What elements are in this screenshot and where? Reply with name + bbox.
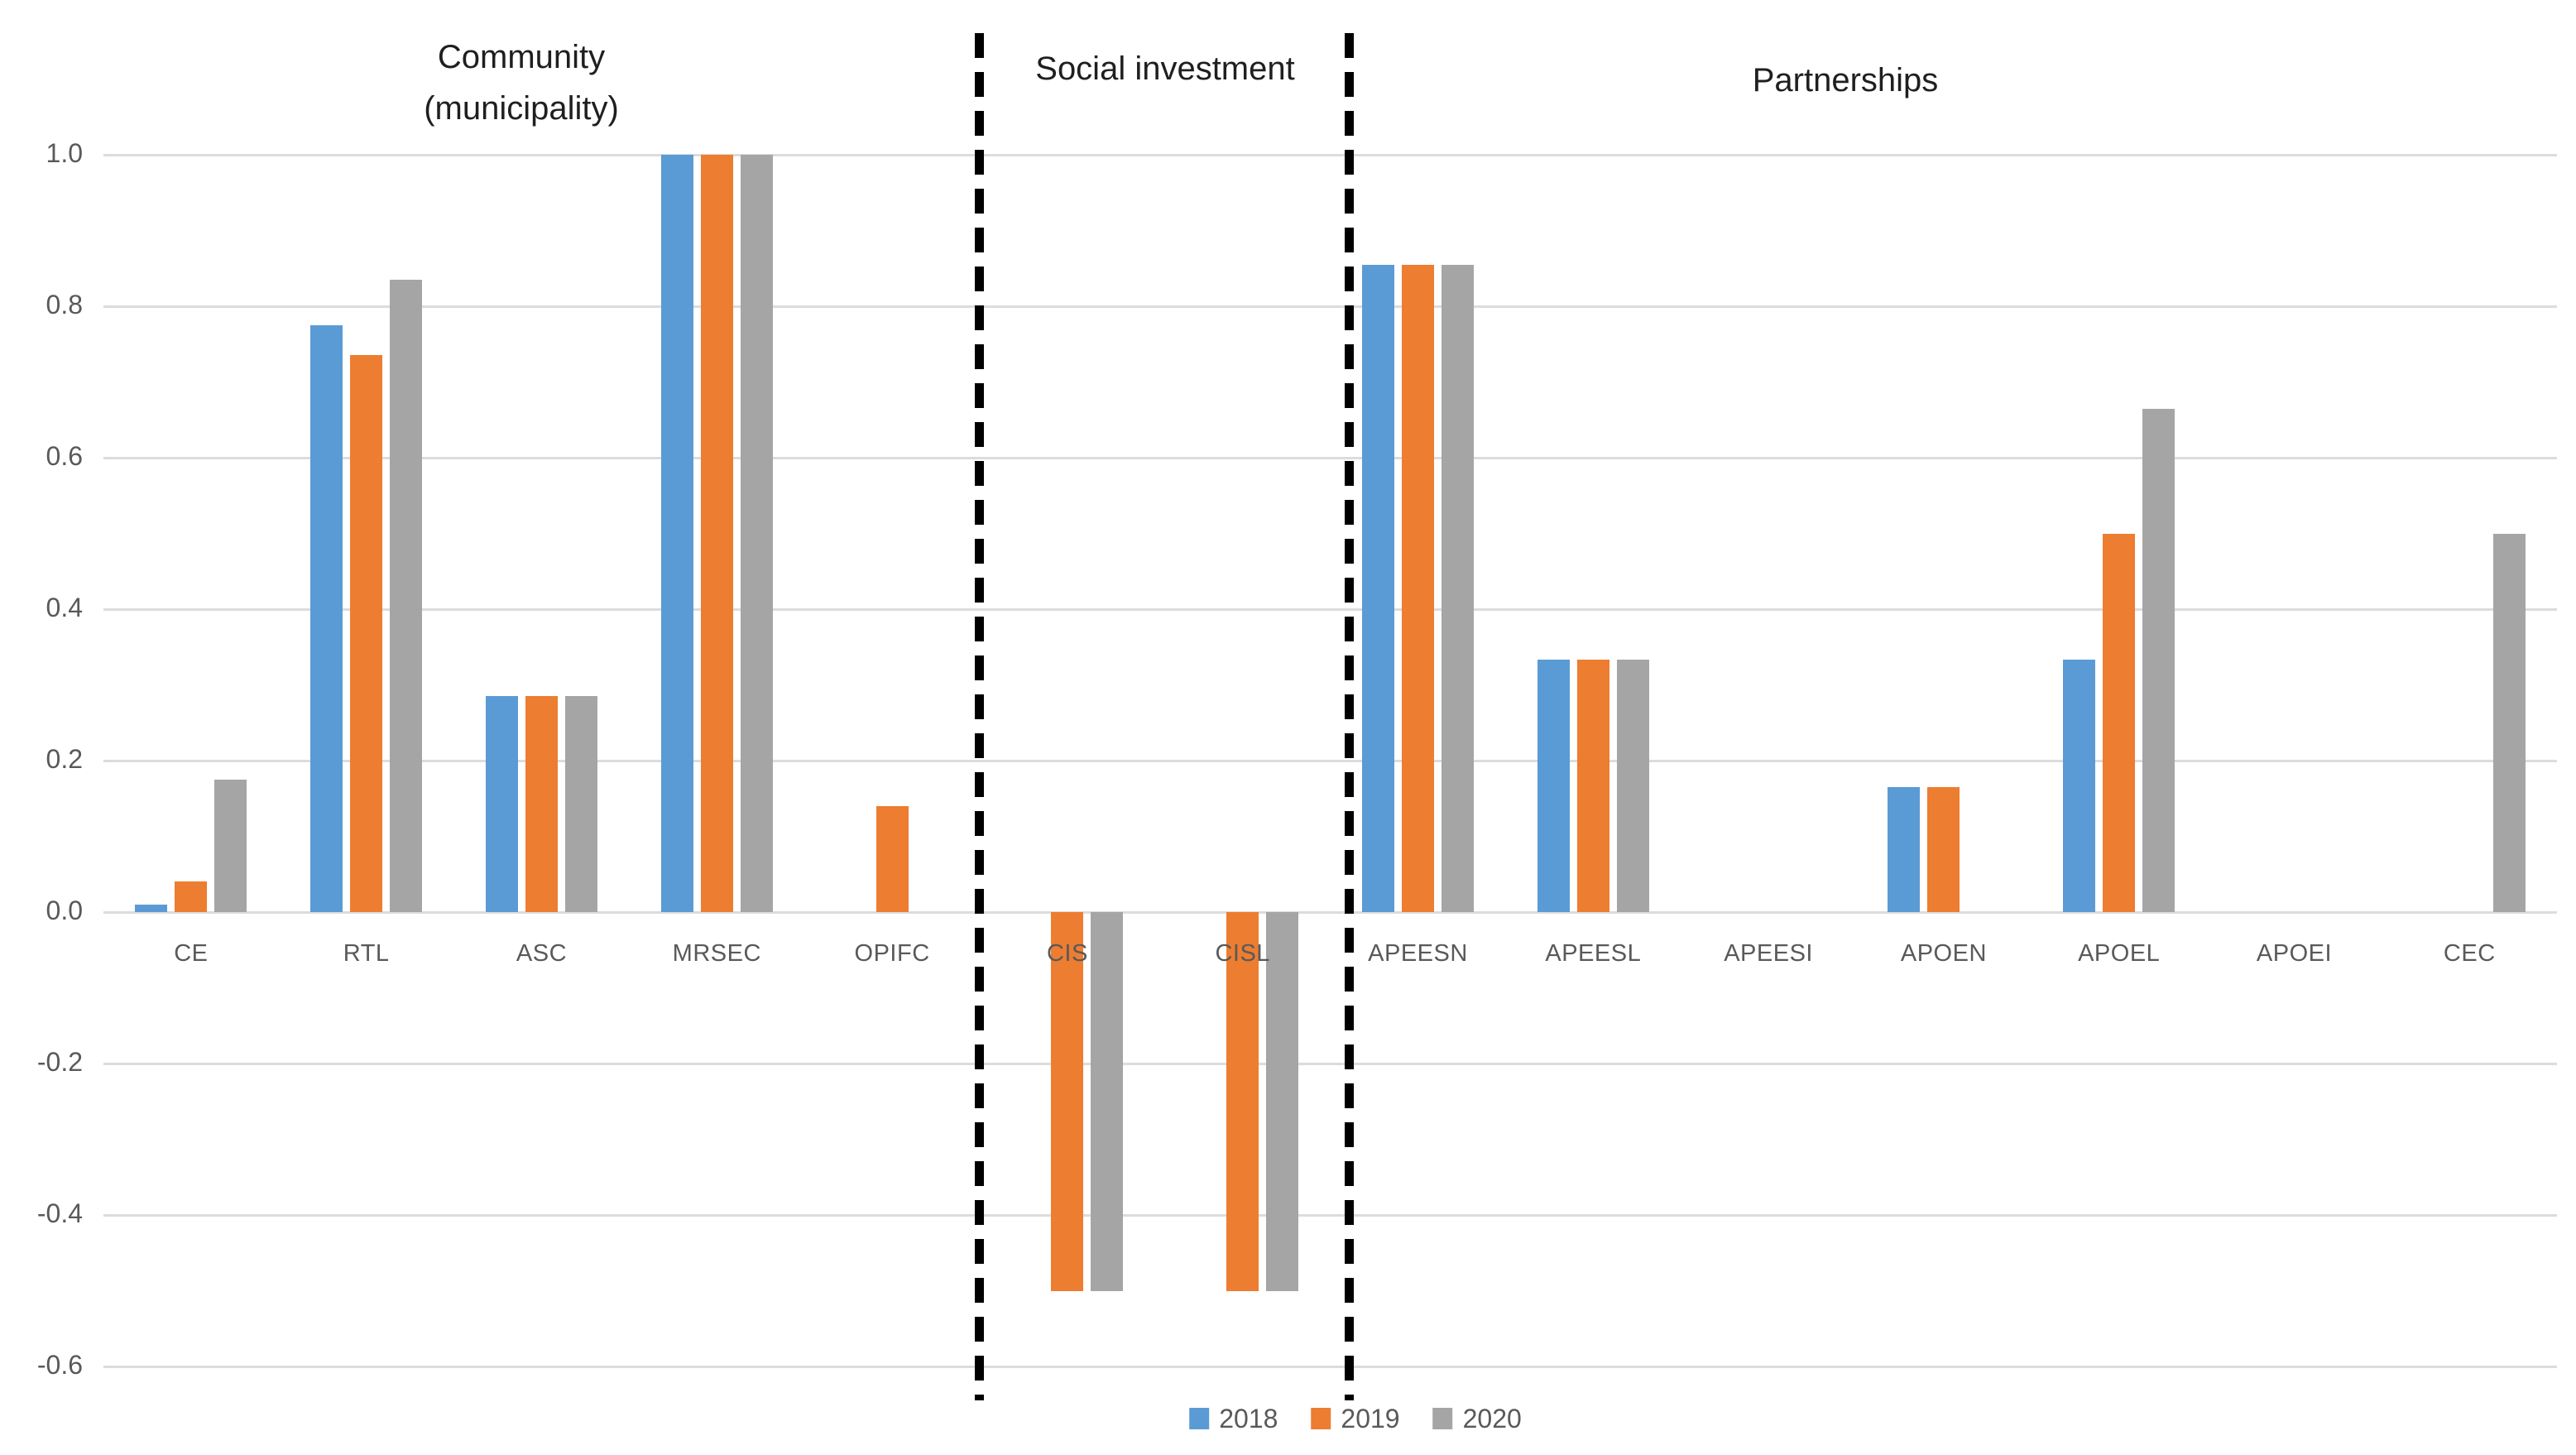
x-axis-category-label: CIS [1046, 940, 1088, 967]
section-title-social-investment: Social investment [1035, 50, 1295, 87]
bar-2019-ASC [525, 696, 558, 912]
x-axis-category-label: APEESL [1545, 940, 1642, 967]
bar-2018-APEESL [1537, 660, 1570, 912]
bar-2020-APEESN [1442, 264, 1474, 912]
section-divider-1 [975, 33, 984, 1400]
gridline [103, 154, 2557, 156]
bar-2019-RTL [350, 355, 383, 912]
bar-2020-CE [214, 779, 247, 912]
x-axis-category-label: MRSEC [672, 940, 761, 967]
x-axis-category-label: APOEI [2256, 940, 2333, 967]
bar-2018-APEESN [1362, 264, 1394, 912]
bar-2018-APOEL [2063, 660, 2096, 912]
bar-2019-APOEN [1927, 787, 1960, 912]
x-axis-category-label: APOEN [1900, 940, 1987, 967]
bar-2020-ASC [565, 696, 597, 912]
bar-2018-MRSEC [660, 155, 693, 912]
y-axis-tick-label: -0.2 [36, 1047, 83, 1078]
bar-2018-ASC [486, 696, 518, 912]
legend-swatch-2020 [1432, 1408, 1453, 1429]
bar-2020-MRSEC [740, 155, 773, 912]
gridline [103, 305, 2557, 308]
bar-2019-CISL [1226, 912, 1259, 1291]
gridline [103, 1214, 2557, 1217]
x-axis-category-label: ASC [516, 940, 568, 967]
legend-swatch-2018 [1189, 1408, 1210, 1429]
gridline [103, 760, 2557, 762]
bar-2019-CE [175, 881, 208, 912]
bar-2019-APEESN [1402, 264, 1434, 912]
bar-2019-MRSEC [700, 155, 733, 912]
y-axis-tick-label: 0.4 [46, 593, 83, 623]
gridline [103, 911, 2557, 914]
gridline [103, 608, 2557, 611]
bar-2020-CIS [1091, 912, 1124, 1291]
legend-label: 2020 [1462, 1404, 1522, 1433]
bar-2018-CE [135, 904, 168, 912]
bar-2018-APOEN [1888, 787, 1921, 912]
legend-item-2018: 2018 [1189, 1405, 1278, 1432]
y-axis-tick-label: 0.0 [46, 896, 83, 926]
legend-swatch-2019 [1311, 1408, 1331, 1429]
y-axis-tick-label: 0.8 [46, 290, 83, 320]
x-axis-category-label: CE [174, 940, 209, 967]
legend-item-2019: 2019 [1311, 1404, 1400, 1433]
bar-2020-CISL [1266, 912, 1299, 1291]
section-divider-2 [1345, 33, 1354, 1400]
bar-2020-APEESL [1616, 660, 1649, 912]
legend: 2018 2019 2020 [1189, 1405, 1522, 1432]
bar-2020-RTL [390, 279, 423, 912]
gridline [103, 1063, 2557, 1065]
x-axis-category-label: APEESN [1368, 940, 1468, 967]
legend-label: 2019 [1341, 1404, 1400, 1433]
section-title-partnerships: Partnerships [1752, 62, 1939, 98]
bar-2020-CEC [2492, 533, 2526, 912]
x-axis-category-label: APOEL [2078, 940, 2161, 967]
bar-2019-OPIFC [875, 805, 909, 912]
bar-2020-APOEL [2142, 408, 2175, 912]
y-axis-tick-label: -0.4 [36, 1198, 83, 1229]
x-axis-category-label: APEESI [1724, 940, 1813, 967]
gridline [103, 457, 2557, 459]
bar-2018-RTL [310, 324, 343, 912]
x-axis-category-label: CEC [2443, 940, 2496, 967]
x-axis-category-label: OPIFC [854, 940, 930, 967]
bar-2019-APEESL [1576, 660, 1609, 912]
legend-item-2020: 2020 [1432, 1404, 1522, 1433]
y-axis-tick-label: 1.0 [46, 138, 83, 169]
y-axis-tick-label: 0.6 [46, 441, 83, 472]
bar-2019-APOEL [2103, 533, 2136, 912]
y-axis-tick-label: 0.2 [46, 744, 83, 775]
x-axis-category-label: RTL [343, 940, 390, 967]
legend-label: 2018 [1219, 1404, 1278, 1433]
gridline [103, 1366, 2557, 1368]
section-title-community: Community (municipality) [424, 39, 619, 127]
x-axis-category-label: CISL [1215, 940, 1270, 967]
bar-2019-CIS [1051, 912, 1084, 1291]
y-axis-tick-label: -0.6 [36, 1350, 83, 1381]
